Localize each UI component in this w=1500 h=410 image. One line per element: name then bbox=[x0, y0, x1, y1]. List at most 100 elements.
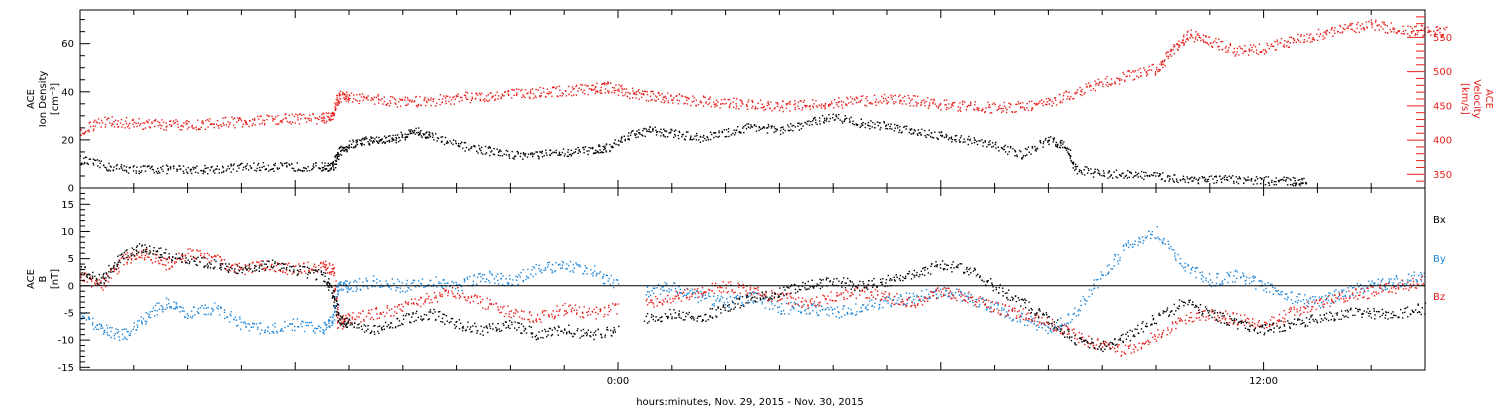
data-point bbox=[112, 169, 115, 171]
data-point bbox=[625, 91, 627, 94]
data-point bbox=[1052, 141, 1054, 143]
data-point bbox=[88, 122, 90, 124]
data-point bbox=[503, 315, 506, 318]
data-point bbox=[1114, 83, 1117, 85]
data-point bbox=[114, 119, 117, 121]
data-point bbox=[337, 309, 339, 311]
data-point bbox=[130, 257, 133, 260]
data-point bbox=[948, 103, 950, 105]
data-point bbox=[974, 101, 976, 103]
data-point bbox=[1139, 67, 1141, 70]
data-point bbox=[186, 128, 189, 130]
data-point bbox=[972, 301, 974, 304]
data-point bbox=[723, 129, 725, 131]
data-point bbox=[607, 83, 609, 85]
data-point bbox=[668, 291, 670, 293]
data-point bbox=[487, 279, 490, 282]
data-point bbox=[891, 128, 893, 130]
data-point bbox=[761, 127, 763, 130]
data-point bbox=[305, 321, 307, 324]
data-point bbox=[338, 100, 340, 103]
data-point bbox=[1083, 93, 1085, 95]
data-point bbox=[766, 132, 769, 134]
data-point bbox=[713, 132, 715, 134]
data-point bbox=[1300, 35, 1302, 38]
data-point bbox=[1173, 46, 1175, 48]
data-point bbox=[412, 279, 415, 281]
data-point bbox=[1037, 102, 1039, 105]
data-point bbox=[500, 272, 502, 275]
data-point bbox=[1292, 37, 1295, 40]
data-point bbox=[1187, 178, 1189, 180]
data-point bbox=[1241, 48, 1243, 50]
data-point bbox=[153, 253, 155, 256]
data-point bbox=[1048, 139, 1051, 141]
data-point bbox=[187, 315, 189, 317]
data-point bbox=[336, 158, 338, 160]
data-point bbox=[325, 112, 327, 114]
data-point bbox=[1330, 302, 1332, 304]
data-point bbox=[741, 100, 743, 102]
data-point bbox=[157, 167, 159, 170]
data-point bbox=[815, 122, 817, 124]
data-point bbox=[346, 290, 349, 293]
data-point bbox=[1407, 273, 1410, 275]
data-point bbox=[382, 141, 385, 143]
data-point bbox=[261, 122, 263, 124]
data-point bbox=[491, 97, 493, 99]
data-point bbox=[1139, 241, 1142, 243]
data-point bbox=[432, 136, 434, 138]
data-point bbox=[638, 89, 640, 91]
data-point bbox=[842, 308, 844, 310]
data-point bbox=[902, 304, 904, 306]
data-point bbox=[1349, 295, 1351, 298]
data-point bbox=[127, 172, 130, 174]
data-point bbox=[170, 125, 173, 128]
data-point bbox=[1301, 177, 1303, 180]
data-point bbox=[1239, 178, 1242, 180]
data-point bbox=[1182, 39, 1184, 42]
data-point bbox=[1061, 139, 1063, 142]
data-point bbox=[1174, 252, 1176, 254]
data-point bbox=[1223, 176, 1225, 178]
data-point bbox=[446, 282, 448, 284]
data-point bbox=[758, 126, 760, 128]
data-point bbox=[376, 140, 378, 142]
data-point bbox=[1275, 177, 1277, 179]
data-point bbox=[358, 316, 360, 318]
data-point bbox=[1356, 27, 1358, 30]
data-point bbox=[454, 98, 456, 100]
data-point bbox=[432, 98, 435, 100]
data-point bbox=[244, 322, 247, 325]
data-point bbox=[996, 109, 998, 111]
data-point bbox=[1095, 279, 1098, 281]
data-point bbox=[1141, 170, 1143, 173]
data-point bbox=[242, 126, 244, 128]
data-point bbox=[326, 324, 328, 326]
data-point bbox=[816, 314, 819, 317]
data-point bbox=[588, 87, 590, 90]
data-point bbox=[598, 152, 600, 154]
data-point bbox=[649, 294, 652, 296]
data-point bbox=[332, 111, 334, 114]
data-point bbox=[502, 284, 504, 286]
data-point bbox=[391, 308, 393, 310]
data-point bbox=[354, 146, 357, 148]
data-point bbox=[1009, 103, 1011, 105]
data-point bbox=[1255, 176, 1258, 178]
data-point bbox=[248, 265, 251, 267]
data-point bbox=[161, 306, 164, 308]
data-point bbox=[1108, 264, 1110, 266]
data-point bbox=[508, 315, 510, 318]
data-point bbox=[187, 166, 189, 169]
data-point bbox=[1256, 178, 1259, 180]
data-point bbox=[484, 281, 487, 283]
data-point bbox=[615, 84, 617, 86]
data-point bbox=[103, 329, 106, 331]
data-point bbox=[1155, 237, 1157, 240]
data-point bbox=[528, 319, 530, 321]
data-point bbox=[1071, 318, 1073, 321]
data-point bbox=[921, 100, 923, 102]
data-point bbox=[146, 121, 149, 123]
data-point bbox=[401, 99, 403, 101]
